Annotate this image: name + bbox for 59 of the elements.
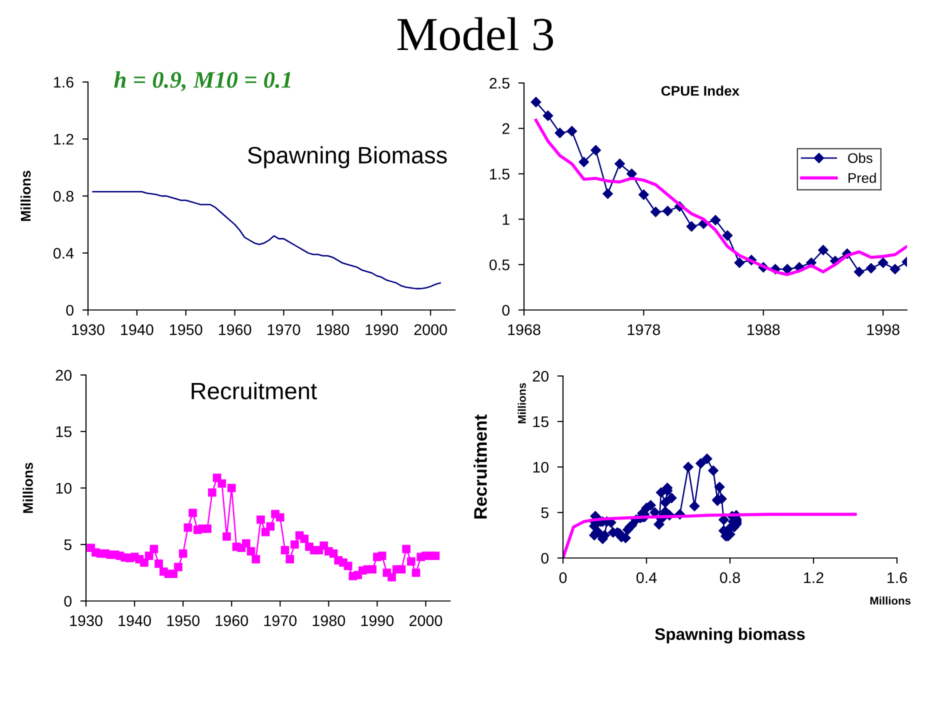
y-tick-label: 2.5: [490, 78, 510, 89]
y-tick-label: 10: [56, 482, 72, 494]
text: Millions: [870, 596, 911, 605]
x-axis-title: Spawning biomass: [655, 628, 805, 644]
x-tick-label: 1970: [264, 615, 297, 626]
x-tick-label: 1930: [72, 324, 104, 336]
x-tick-label: 0.8: [720, 572, 740, 584]
x-tick-label: 1968: [508, 324, 540, 336]
x-tick-label: 1980: [316, 324, 350, 336]
x-tick-label: 1.2: [804, 572, 824, 583]
x-tick-label: 2000: [414, 324, 447, 336]
y-tick-label: 1: [502, 214, 510, 225]
x-tick-label: 2000: [410, 615, 442, 626]
y-tick-label: 1.6: [54, 76, 74, 88]
x-tick-label: 1988: [748, 324, 780, 336]
x-tick-label: 1.6: [888, 572, 907, 584]
y-tick-label: 0.4: [53, 248, 74, 259]
y-tick-label: 5: [541, 508, 548, 518]
y-tick-label: 20: [532, 370, 549, 382]
x-tick-label: 1980: [312, 615, 346, 626]
y-tick-label: 0: [541, 552, 549, 564]
y-tick-label: 0: [64, 596, 72, 607]
x-tick-label: 1990: [366, 324, 398, 336]
y-tick-label: 15: [56, 426, 72, 438]
y-tick-label: 0.5: [489, 259, 510, 270]
x-tick-label: 1960: [218, 324, 252, 336]
y-axis-title: Recruitment: [474, 414, 487, 518]
x-tick-label: 1950: [170, 324, 202, 336]
y-tick-label: 0.8: [53, 190, 74, 202]
y-axis-title: Millions: [22, 462, 33, 513]
x-tick-label: 1998: [867, 324, 900, 336]
x-tick-label: 1960: [216, 615, 248, 626]
x-tick-label: 0: [559, 572, 567, 584]
text: Millions: [518, 383, 526, 424]
y-tick-label: 5: [64, 540, 72, 550]
y-tick-label: 1.5: [490, 168, 510, 180]
legend-label: Pred: [848, 172, 876, 183]
chart-title: Recruitment: [192, 382, 317, 400]
x-tick-label: 0.4: [636, 572, 657, 584]
x-tick-label: 1970: [268, 324, 300, 336]
chart-title: Model 3: [397, 17, 553, 50]
x-tick-label: 1940: [121, 324, 154, 336]
x-tick-label: 1950: [167, 615, 200, 626]
legend-label: Obs: [848, 152, 872, 164]
x-tick-label: 1990: [361, 615, 394, 626]
chart-subtitle: h = 0.9, M10 = 0.1: [114, 71, 290, 92]
x-tick-label: 1930: [70, 615, 102, 626]
y-tick-label: 15: [533, 416, 548, 428]
y-tick-label: 0: [66, 304, 74, 316]
annotation: Spawning Biomass: [248, 146, 447, 168]
y-tick-label: 1.2: [54, 134, 74, 145]
y-axis-title: Millions: [20, 170, 31, 221]
x-tick-label: 1940: [118, 615, 151, 626]
chart-title: CPUE Index: [661, 86, 740, 96]
y-tick-label: 2: [502, 123, 510, 134]
y-tick-label: 10: [533, 462, 549, 473]
y-tick-label: 0: [502, 304, 510, 316]
x-tick-label: 1978: [628, 324, 660, 336]
y-tick-label: 20: [56, 370, 72, 381]
